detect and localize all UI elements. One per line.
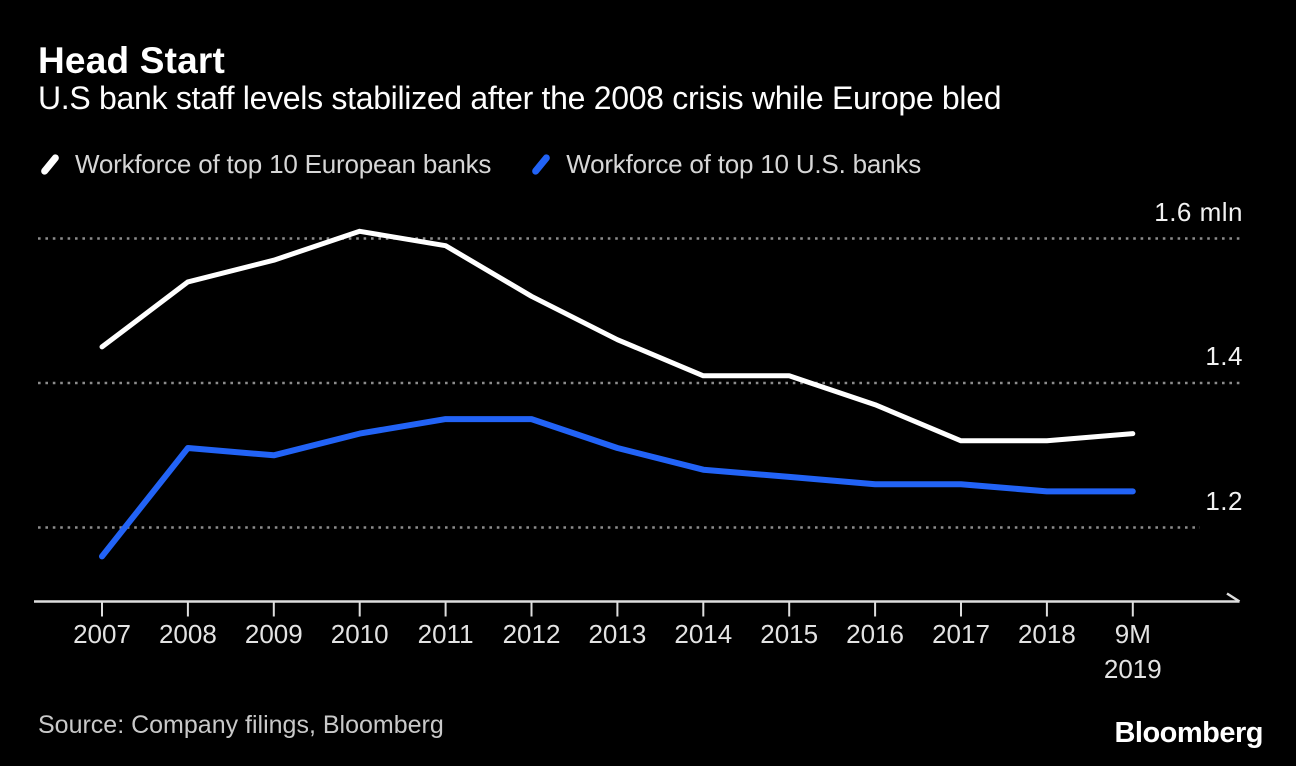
line-us-banks	[99, 416, 1136, 560]
x-axis-label-2017: 2017	[932, 619, 990, 649]
x-axis-arrow	[1226, 592, 1241, 603]
x-axis-label-2015: 2015	[760, 619, 819, 649]
legend-item-us-banks: Workforce of top 10 U.S. banks	[529, 149, 921, 180]
x-axis-label-2011: 2011	[417, 619, 474, 649]
chart-legend: Workforce of top 10 European banks Workf…	[38, 146, 921, 182]
x-axis-label-2013: 2013	[588, 619, 647, 649]
line-european-banks	[99, 228, 1136, 444]
x-axis-label-2012: 2012	[502, 619, 561, 649]
x-axis-label-2008: 2008	[158, 619, 217, 649]
chart-subtitle: U.S bank staff levels stabilized after t…	[38, 80, 1002, 116]
x-axis-label-2007: 2007	[73, 619, 131, 649]
chart-title: Head Start	[38, 40, 226, 81]
x-axis-label-2010: 2010	[330, 619, 389, 649]
x-axis-label-2016: 2016	[846, 619, 905, 649]
source-note: Source: Company filings, Bloomberg	[38, 711, 444, 739]
legend-item-european-banks: Workforce of top 10 European banks	[38, 149, 491, 180]
y-axis-label-1.2: 1.2	[1205, 485, 1243, 516]
y-axis-label-1.4: 1.4	[1205, 341, 1243, 371]
x-axis-label-2014: 2014	[674, 619, 733, 649]
y-axis-label-1.6: 1.6 mln	[1154, 196, 1243, 227]
x-axis-label-2009: 2009	[244, 619, 303, 649]
x-axis-label-9M-2019: 9M 2019	[1103, 619, 1162, 684]
legend-label-european-banks: Workforce of top 10 European banks	[75, 148, 492, 179]
x-axis-label-2018: 2018	[1017, 619, 1076, 649]
bloomberg-logo: Bloomberg	[1114, 717, 1263, 749]
legend-label-us-banks: Workforce of top 10 U.S. banks	[566, 148, 922, 179]
